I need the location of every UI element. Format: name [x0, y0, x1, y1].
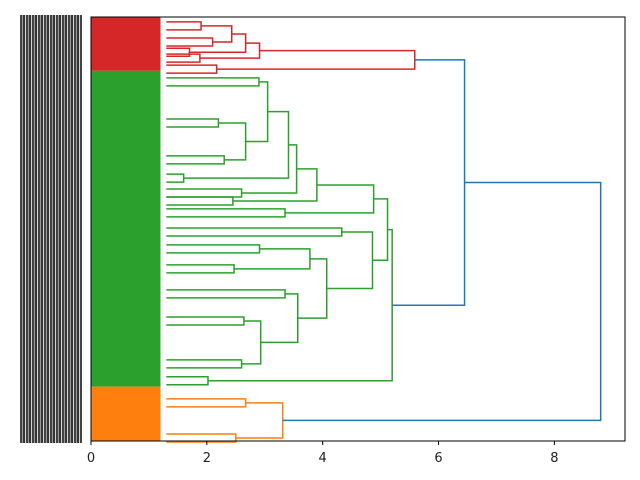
x-tick-label: 4 — [319, 451, 327, 466]
leaf-cluster-link — [166, 359, 243, 369]
dendrogram-link — [260, 293, 299, 344]
leaf-cluster-link — [166, 188, 243, 198]
leaf-cluster-link — [166, 316, 245, 326]
dendrogram-link — [285, 184, 375, 214]
dendrogram-link — [282, 181, 602, 422]
leaf-cluster-link — [166, 244, 261, 254]
dendrogram-link — [216, 49, 416, 70]
dendrogram-link — [372, 198, 389, 261]
dendrogram-link — [234, 248, 311, 270]
leaf-cluster-link — [166, 53, 201, 63]
leaf-cluster-link — [166, 47, 191, 57]
leaf-block-green — [91, 70, 161, 387]
leaf-labels — [20, 15, 82, 443]
dendrogram-link — [207, 228, 393, 382]
leaf-cluster-link — [166, 155, 225, 165]
dendrogram-link — [241, 320, 262, 365]
x-tick-label: 0 — [87, 451, 95, 466]
dendrogram-link — [392, 59, 466, 306]
leaf-cluster-link — [166, 264, 235, 274]
leaf-cluster-link — [166, 398, 247, 408]
leaf-cluster-link — [166, 376, 209, 386]
leaf-cluster-link — [166, 208, 286, 218]
leaf-cluster-link — [166, 118, 220, 128]
dendrogram-link — [199, 42, 261, 59]
leaf-cluster-link — [166, 64, 218, 74]
dendrogram-link — [235, 402, 284, 439]
leaf-block-red — [91, 17, 161, 71]
dendrogram-link — [241, 144, 298, 194]
leaf-block-orange — [91, 386, 161, 441]
leaf-cluster-link — [166, 77, 260, 87]
dendrogram-link — [297, 258, 328, 319]
x-tick-label: 6 — [434, 451, 442, 466]
leaf-cluster-link — [166, 289, 286, 299]
plot-frame — [90, 16, 626, 442]
leaf-cluster-link — [166, 21, 202, 31]
dendrogram-link — [245, 81, 269, 143]
dendrogram-link — [232, 168, 318, 202]
dendrogram-link — [201, 25, 233, 43]
x-tick-label: 2 — [203, 451, 211, 466]
dendrogram-link — [218, 122, 247, 161]
leaf-cluster-link — [166, 173, 185, 183]
dendrogram-link — [189, 33, 247, 53]
dendrogram-link — [326, 231, 374, 290]
leaf-cluster-link — [166, 227, 343, 237]
leaf-cluster-link — [166, 196, 234, 206]
x-tick-label: 8 — [550, 451, 558, 466]
dendrogram-link — [183, 110, 290, 179]
leaf-cluster-link — [166, 37, 214, 47]
